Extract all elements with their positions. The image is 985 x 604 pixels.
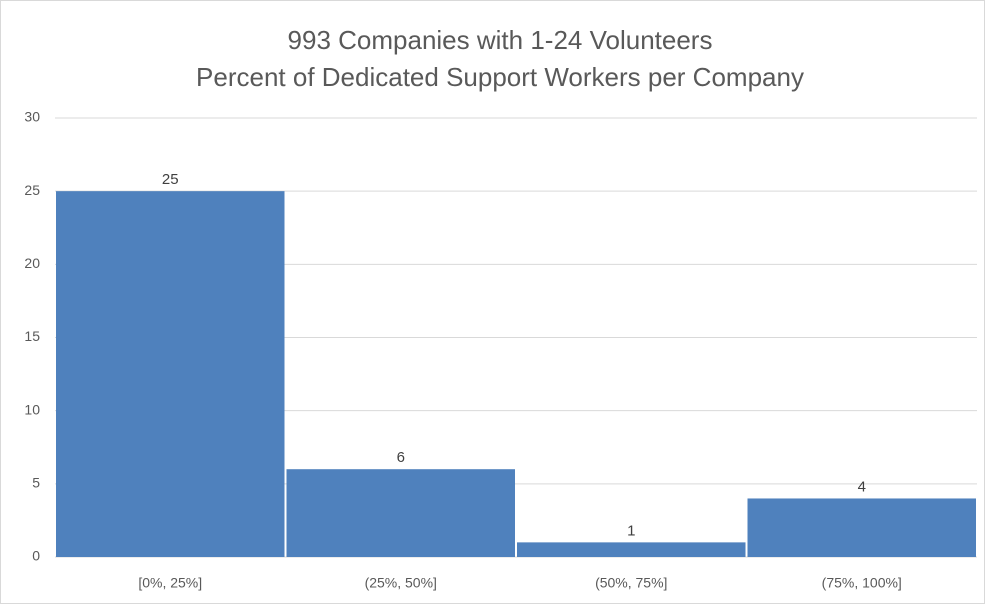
bar — [56, 191, 285, 557]
data-label: 6 — [397, 449, 405, 466]
data-label: 25 — [162, 171, 179, 188]
chart-subtitle: Percent of Dedicated Support Workers per… — [196, 62, 804, 92]
bar — [747, 498, 976, 557]
y-tick-label: 30 — [24, 109, 40, 125]
y-tick-label: 15 — [24, 328, 40, 344]
bar — [286, 469, 515, 557]
x-tick-label: (25%, 50%] — [365, 575, 437, 591]
x-tick-label: [0%, 25%] — [138, 575, 202, 591]
y-tick-label: 5 — [32, 475, 40, 491]
x-tick-label: (75%, 100%] — [822, 575, 902, 591]
y-tick-label: 10 — [24, 401, 40, 417]
y-tick-label: 0 — [32, 548, 40, 564]
y-tick-label: 20 — [24, 255, 40, 271]
data-label: 4 — [858, 478, 866, 495]
x-tick-label: (50%, 75%] — [595, 575, 667, 591]
y-tick-label: 25 — [24, 182, 40, 198]
chart-title: 993 Companies with 1-24 Volunteers — [288, 25, 713, 55]
data-label: 1 — [627, 522, 635, 539]
bar — [517, 542, 746, 557]
